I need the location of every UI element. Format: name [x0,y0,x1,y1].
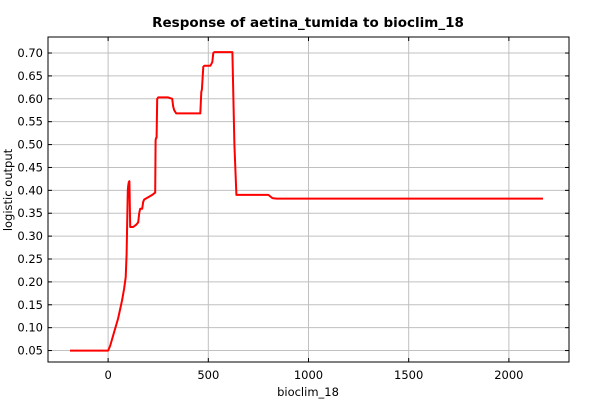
y-tick-label: 0.50 [17,138,43,152]
y-tick-label: 0.25 [17,252,43,266]
x-tick-label: 0 [104,368,111,382]
y-tick-label: 0.05 [17,344,43,358]
x-tick-label: 1500 [394,368,423,382]
y-tick-label: 0.15 [17,298,43,312]
y-tick-label: 0.70 [17,46,43,60]
x-tick-label: 2000 [494,368,523,382]
y-tick-label: 0.30 [17,229,43,243]
series-layer [70,51,543,352]
y-tick-label: 0.65 [17,69,43,83]
y-tick-label: 0.40 [17,183,43,197]
chart-title: Response of aetina_tumida to bioclim_18 [152,15,464,31]
y-axis-label: logistic output [1,148,15,231]
y-tick-label: 0.45 [17,160,43,174]
y-tick-label: 0.35 [17,206,43,220]
x-tick-label: 500 [197,368,219,382]
tick-labels: 0 500 1000 1500 2000 0.05 0.10 0.15 0.20 0.25 0.30… [17,37,569,382]
y-tick-label: 0.55 [17,115,43,129]
x-axis-label: bioclim_18 [277,385,339,399]
y-tick-label: 0.20 [17,275,43,289]
response-curve [70,51,543,352]
y-tick-label: 0.60 [17,92,43,106]
x-tick-label: 1000 [294,368,323,382]
grid-lines [48,37,569,362]
y-tick-label: 0.10 [17,321,43,335]
